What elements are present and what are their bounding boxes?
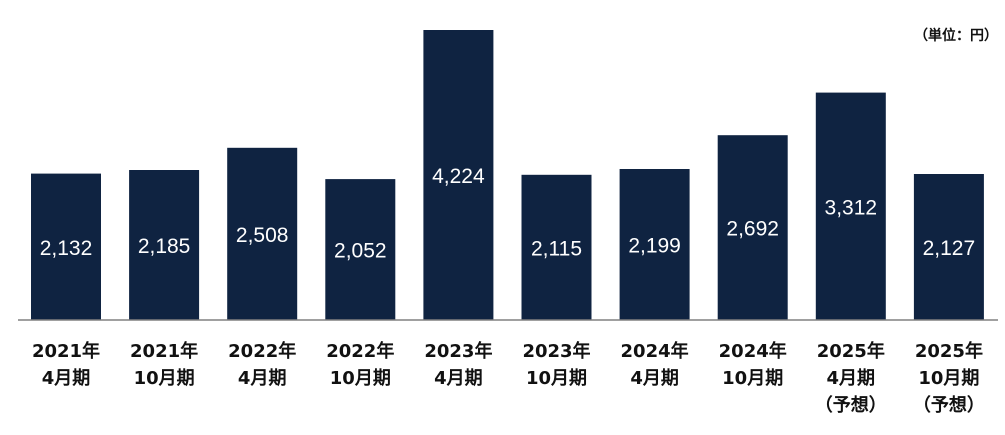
- category-label-2-line-0: 2022年: [228, 340, 296, 362]
- category-label-9-line-2: （予想）: [913, 394, 985, 416]
- bar-5: [521, 174, 592, 320]
- bar-value-label-3: 2,052: [334, 240, 387, 263]
- category-label-2-line-1: 4月期: [238, 368, 287, 389]
- bar-8: [815, 92, 886, 320]
- category-label-0-line-1: 4月期: [42, 368, 91, 389]
- category-label-7-line-1: 10月期: [722, 368, 783, 389]
- bar-1: [129, 170, 200, 320]
- category-label-4-line-1: 4月期: [434, 368, 483, 389]
- value-labels-group: 2,132 2,185 2,508 2,052 4,224 2,115 2,199 2,692…: [40, 165, 975, 263]
- category-label-9-line-1: 10月期: [918, 368, 979, 389]
- bars-group: [31, 30, 984, 320]
- category-label-8-line-1: 4月期: [827, 368, 876, 389]
- bar-value-label-1: 2,185: [138, 235, 191, 258]
- category-label-8-line-0: 2025年: [817, 340, 885, 362]
- category-label-4-line-0: 2023年: [424, 340, 492, 362]
- category-label-1-line-0: 2021年: [130, 340, 198, 362]
- bar-value-label-7: 2,692: [726, 218, 779, 241]
- category-label-1-line-1: 10月期: [134, 368, 195, 389]
- bar-6: [619, 169, 690, 320]
- bar-value-label-5: 2,115: [531, 237, 582, 260]
- category-label-3-line-1: 10月期: [330, 368, 391, 389]
- category-label-6-line-0: 2024年: [621, 340, 689, 362]
- bar-value-label-9: 2,127: [923, 237, 976, 260]
- bar-value-label-6: 2,199: [628, 235, 681, 258]
- category-label-0-line-0: 2021年: [32, 340, 100, 362]
- bar-0: [31, 173, 101, 320]
- category-label-3-line-0: 2022年: [326, 340, 394, 362]
- bar-3: [325, 179, 396, 320]
- category-label-6-line-1: 4月期: [630, 368, 679, 389]
- bar-7: [717, 135, 788, 320]
- bar-value-label-2: 2,508: [236, 224, 289, 247]
- bar-value-label-4: 4,224: [432, 165, 485, 188]
- category-label-5-line-0: 2023年: [522, 340, 590, 362]
- unit-label: （単位：円）: [914, 27, 998, 44]
- bar-value-label-8: 3,312: [825, 196, 878, 219]
- bar-9: [913, 174, 984, 320]
- category-label-9-line-0: 2025年: [915, 340, 983, 362]
- category-label-7-line-0: 2024年: [719, 340, 787, 362]
- bar-4: [423, 30, 494, 320]
- bar-2: [227, 147, 298, 320]
- category-label-5-line-1: 10月期: [526, 368, 587, 389]
- category-labels-group: 2021年 4月期 2021年 10月期 2022年 4月期 2022年 10月期 2023年 4…: [32, 340, 985, 416]
- bar-value-label-0: 2,132: [40, 237, 93, 260]
- category-label-8-line-2: （予想）: [815, 394, 887, 416]
